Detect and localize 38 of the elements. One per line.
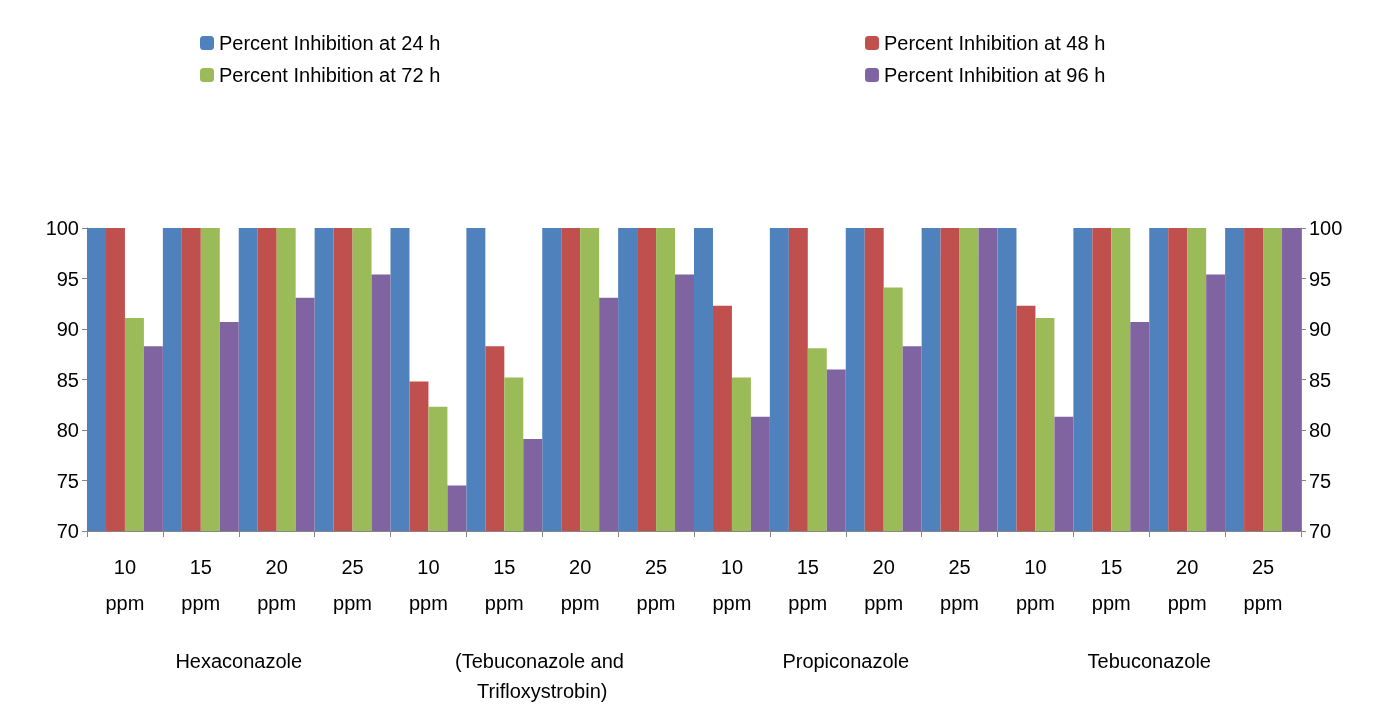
- y2-tick-label: 90: [1309, 318, 1332, 340]
- x-tick-label: 25 ppm: [333, 556, 373, 614]
- x-tick-label: 10 ppm: [408, 556, 448, 614]
- x-tick-label: 10 ppm: [105, 556, 145, 614]
- x-tick-label: 15 ppm: [1091, 556, 1131, 614]
- y-tick-label: 70: [56, 520, 79, 542]
- x-tick-label: 15 ppm: [484, 556, 524, 614]
- x-tick-label: 25 ppm: [1243, 556, 1283, 614]
- legend-label: Percent Inhibition at 72 h: [219, 64, 441, 86]
- y2-tick-label: 85: [1309, 368, 1332, 391]
- text: Tebuconazole: [1087, 650, 1211, 672]
- x-tick-label: 25 ppm: [940, 556, 980, 614]
- x-tick-label: 10 ppm: [712, 556, 752, 614]
- y-tick-label: 95: [56, 267, 79, 290]
- y-tick-label: 80: [56, 419, 79, 441]
- x-tick-label: 15 ppm: [788, 556, 828, 614]
- x-tick-label: 20 ppm: [864, 556, 904, 614]
- text: Hexaconazole: [175, 650, 303, 672]
- x-tick-label: 20 ppm: [257, 556, 297, 614]
- y2-tick-label: 95: [1309, 267, 1332, 290]
- y-tick-label: 90: [56, 318, 79, 340]
- y-tick-label: 100: [45, 217, 79, 239]
- y2-tick-label: 70: [1309, 520, 1332, 542]
- y2-tick-label: 80: [1309, 419, 1332, 441]
- y-tick-label: 75: [56, 469, 79, 492]
- x-tick-label: 20 ppm: [1167, 556, 1207, 614]
- y2-tick-label: 75: [1309, 469, 1332, 492]
- x-tick-label: 25 ppm: [636, 556, 676, 614]
- x-tick-label: 20 ppm: [560, 556, 600, 614]
- text: (Tebuconazole and Trifloxystrobin): [454, 650, 630, 702]
- x-tick-label: 10 ppm: [1015, 556, 1055, 614]
- legend-label: Percent Inhibition at 24 h: [219, 32, 441, 54]
- legend-label: Percent Inhibition at 48 h: [884, 32, 1106, 54]
- y-tick-label: 85: [56, 368, 79, 391]
- legend-label: Percent Inhibition at 96 h: [884, 64, 1106, 86]
- x-tick-label: 15 ppm: [181, 556, 221, 614]
- y2-tick-label: 100: [1309, 217, 1343, 239]
- text: Propiconazole: [782, 650, 910, 672]
